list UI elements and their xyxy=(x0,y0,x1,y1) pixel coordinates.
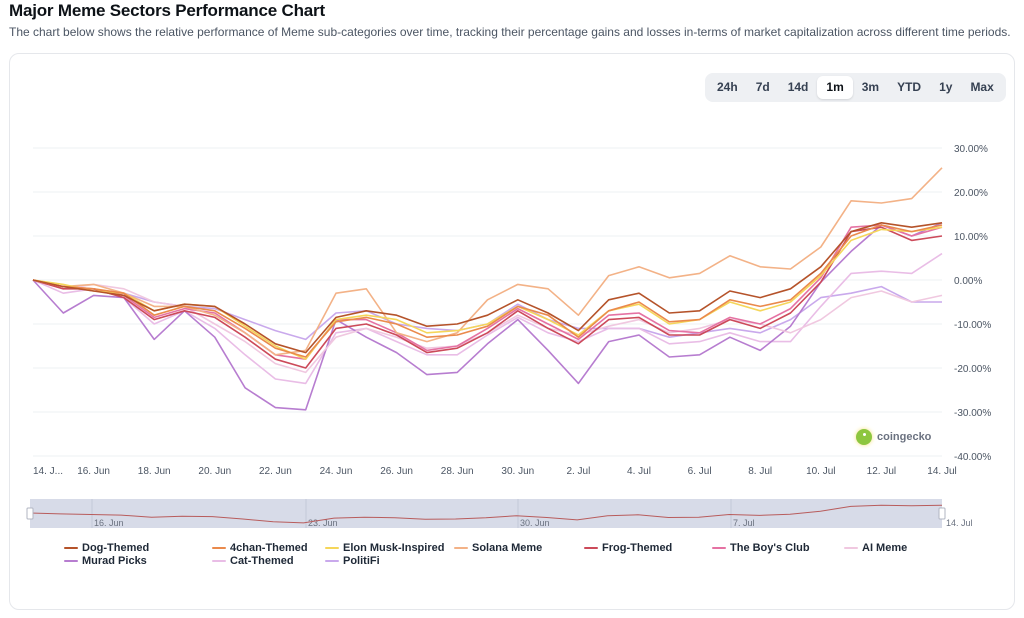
y-tick-label: 0.00% xyxy=(954,276,982,287)
range-button-max[interactable]: Max xyxy=(970,80,994,94)
navigator-label: 7. Jul xyxy=(733,518,755,528)
legend-item-cat-themed[interactable]: Cat-Themed xyxy=(212,555,294,567)
x-tick-label: 20. Jun xyxy=(198,466,231,477)
legend-label: AI Meme xyxy=(862,542,908,554)
grid-lines xyxy=(33,147,942,457)
range-button-14d[interactable]: 14d xyxy=(787,80,809,94)
navigator-label: 30. Jun xyxy=(520,518,550,528)
legend-swatch xyxy=(454,547,468,549)
legend-swatch xyxy=(325,560,339,562)
legend-item-solana-meme[interactable]: Solana Meme xyxy=(454,542,542,554)
legend-item-dog-themed[interactable]: Dog-Themed xyxy=(64,542,149,554)
x-tick-label: 8. Jul xyxy=(748,466,772,477)
legend-swatch xyxy=(212,547,226,549)
navigator-series-line xyxy=(29,504,943,524)
legend-swatch xyxy=(64,547,78,549)
x-tick-label: 14. J... xyxy=(33,466,63,477)
legend-swatch xyxy=(325,547,339,549)
x-tick-label: 18. Jun xyxy=(138,466,171,477)
brand-label: coingecko xyxy=(877,431,932,443)
series-line-the-boy-s-club[interactable] xyxy=(32,224,943,361)
legend-swatch xyxy=(844,547,858,549)
x-tick-label: 24. Jun xyxy=(320,466,353,477)
y-tick-label: -30.00% xyxy=(954,408,991,419)
legend-label: Cat-Themed xyxy=(230,555,294,567)
legend-label: Murad Picks xyxy=(82,555,147,567)
coingecko-watermark: coingecko xyxy=(856,429,931,445)
legend-label: Dog-Themed xyxy=(82,542,150,554)
y-axis-ticks: 30.00% 20.00% 10.00% 0.00% -10.00% -20.00% -30… xyxy=(954,144,991,463)
x-tick-label: 2. Jul xyxy=(566,466,590,477)
series-line-dog-themed[interactable] xyxy=(32,222,943,354)
legend-swatch xyxy=(212,560,226,562)
x-axis-ticks: 14. J... 16. Jun 18. Jun 20. Jun 22. Jun 24. … xyxy=(33,466,957,477)
coingecko-gecko-icon xyxy=(856,429,872,445)
x-tick-label: 14. Jul xyxy=(927,466,956,477)
range-button-1y[interactable]: 1y xyxy=(939,80,953,94)
navigator-label: 23. Jun xyxy=(308,518,338,528)
range-button-3m[interactable]: 3m xyxy=(861,80,880,94)
legend-label: Elon Musk-Inspired xyxy=(343,542,445,554)
x-tick-label: 30. Jun xyxy=(501,466,534,477)
x-tick-label: 4. Jul xyxy=(627,466,651,477)
legend-label: 4chan-Themed xyxy=(230,542,308,554)
y-tick-label: -40.00% xyxy=(954,452,991,463)
range-button-24h[interactable]: 24h xyxy=(717,80,738,94)
range-button-1m[interactable]: 1m xyxy=(817,76,853,99)
series-lines xyxy=(32,167,943,411)
legend-swatch xyxy=(712,547,726,549)
legend-item-frog-themed[interactable]: Frog-Themed xyxy=(584,542,672,554)
legend-item-murad-picks[interactable]: Murad Picks xyxy=(64,555,147,567)
x-tick-label: 22. Jun xyxy=(259,466,292,477)
navigator-left-handle[interactable] xyxy=(26,507,34,520)
series-line-murad-picks[interactable] xyxy=(32,222,943,411)
legend-swatch xyxy=(584,547,598,549)
x-tick-label: 26. Jun xyxy=(380,466,413,477)
series-line-cat-themed[interactable] xyxy=(32,252,943,385)
legend-label: The Boy's Club xyxy=(730,542,810,554)
legend-item-elon-musk-inspired[interactable]: Elon Musk-Inspired xyxy=(325,542,444,554)
navigator-label: 14. Jul xyxy=(946,518,973,528)
legend-item-politifi[interactable]: PolitiFi xyxy=(325,555,380,567)
x-tick-label: 6. Jul xyxy=(688,466,712,477)
range-button-7d[interactable]: 7d xyxy=(755,80,770,94)
legend-label: Frog-Themed xyxy=(602,542,673,554)
legend-label: Solana Meme xyxy=(472,542,543,554)
y-tick-label: 30.00% xyxy=(954,144,988,155)
legend-label: PolitiFi xyxy=(343,555,380,567)
navigator-label: 16. Jun xyxy=(94,518,124,528)
y-tick-label: 20.00% xyxy=(954,188,988,199)
page-title: Major Meme Sectors Performance Chart xyxy=(9,1,325,20)
navigator-right-handle[interactable] xyxy=(938,507,946,520)
navigator-selection[interactable] xyxy=(30,499,942,528)
time-range-selector: 24h 7d 14d 1m 3m YTD 1y Max xyxy=(705,73,1006,102)
x-tick-label: 16. Jun xyxy=(77,466,110,477)
legend-item-ai-meme[interactable]: AI Meme xyxy=(844,542,907,554)
series-line-frog-themed[interactable] xyxy=(32,226,943,369)
legend-item-the-boy-s-club[interactable]: The Boy's Club xyxy=(712,542,810,554)
y-tick-label: 10.00% xyxy=(954,232,988,243)
series-line-4chan-themed[interactable] xyxy=(32,224,943,358)
y-tick-label: -20.00% xyxy=(954,364,991,375)
x-tick-label: 12. Jul xyxy=(867,466,896,477)
range-button-ytd[interactable]: YTD xyxy=(897,80,922,94)
range-navigator: 16. Jun 23. Jun 30. Jun 7. Jul 14. Jul xyxy=(26,499,973,528)
legend-item-4chan-themed[interactable]: 4chan-Themed xyxy=(212,542,308,554)
y-tick-label: -10.00% xyxy=(954,320,991,331)
legend-swatch xyxy=(64,560,78,562)
page-subtitle: The chart below shows the relative perfo… xyxy=(9,25,1011,39)
x-tick-label: 10. Jul xyxy=(806,466,835,477)
x-tick-label: 28. Jun xyxy=(441,466,474,477)
